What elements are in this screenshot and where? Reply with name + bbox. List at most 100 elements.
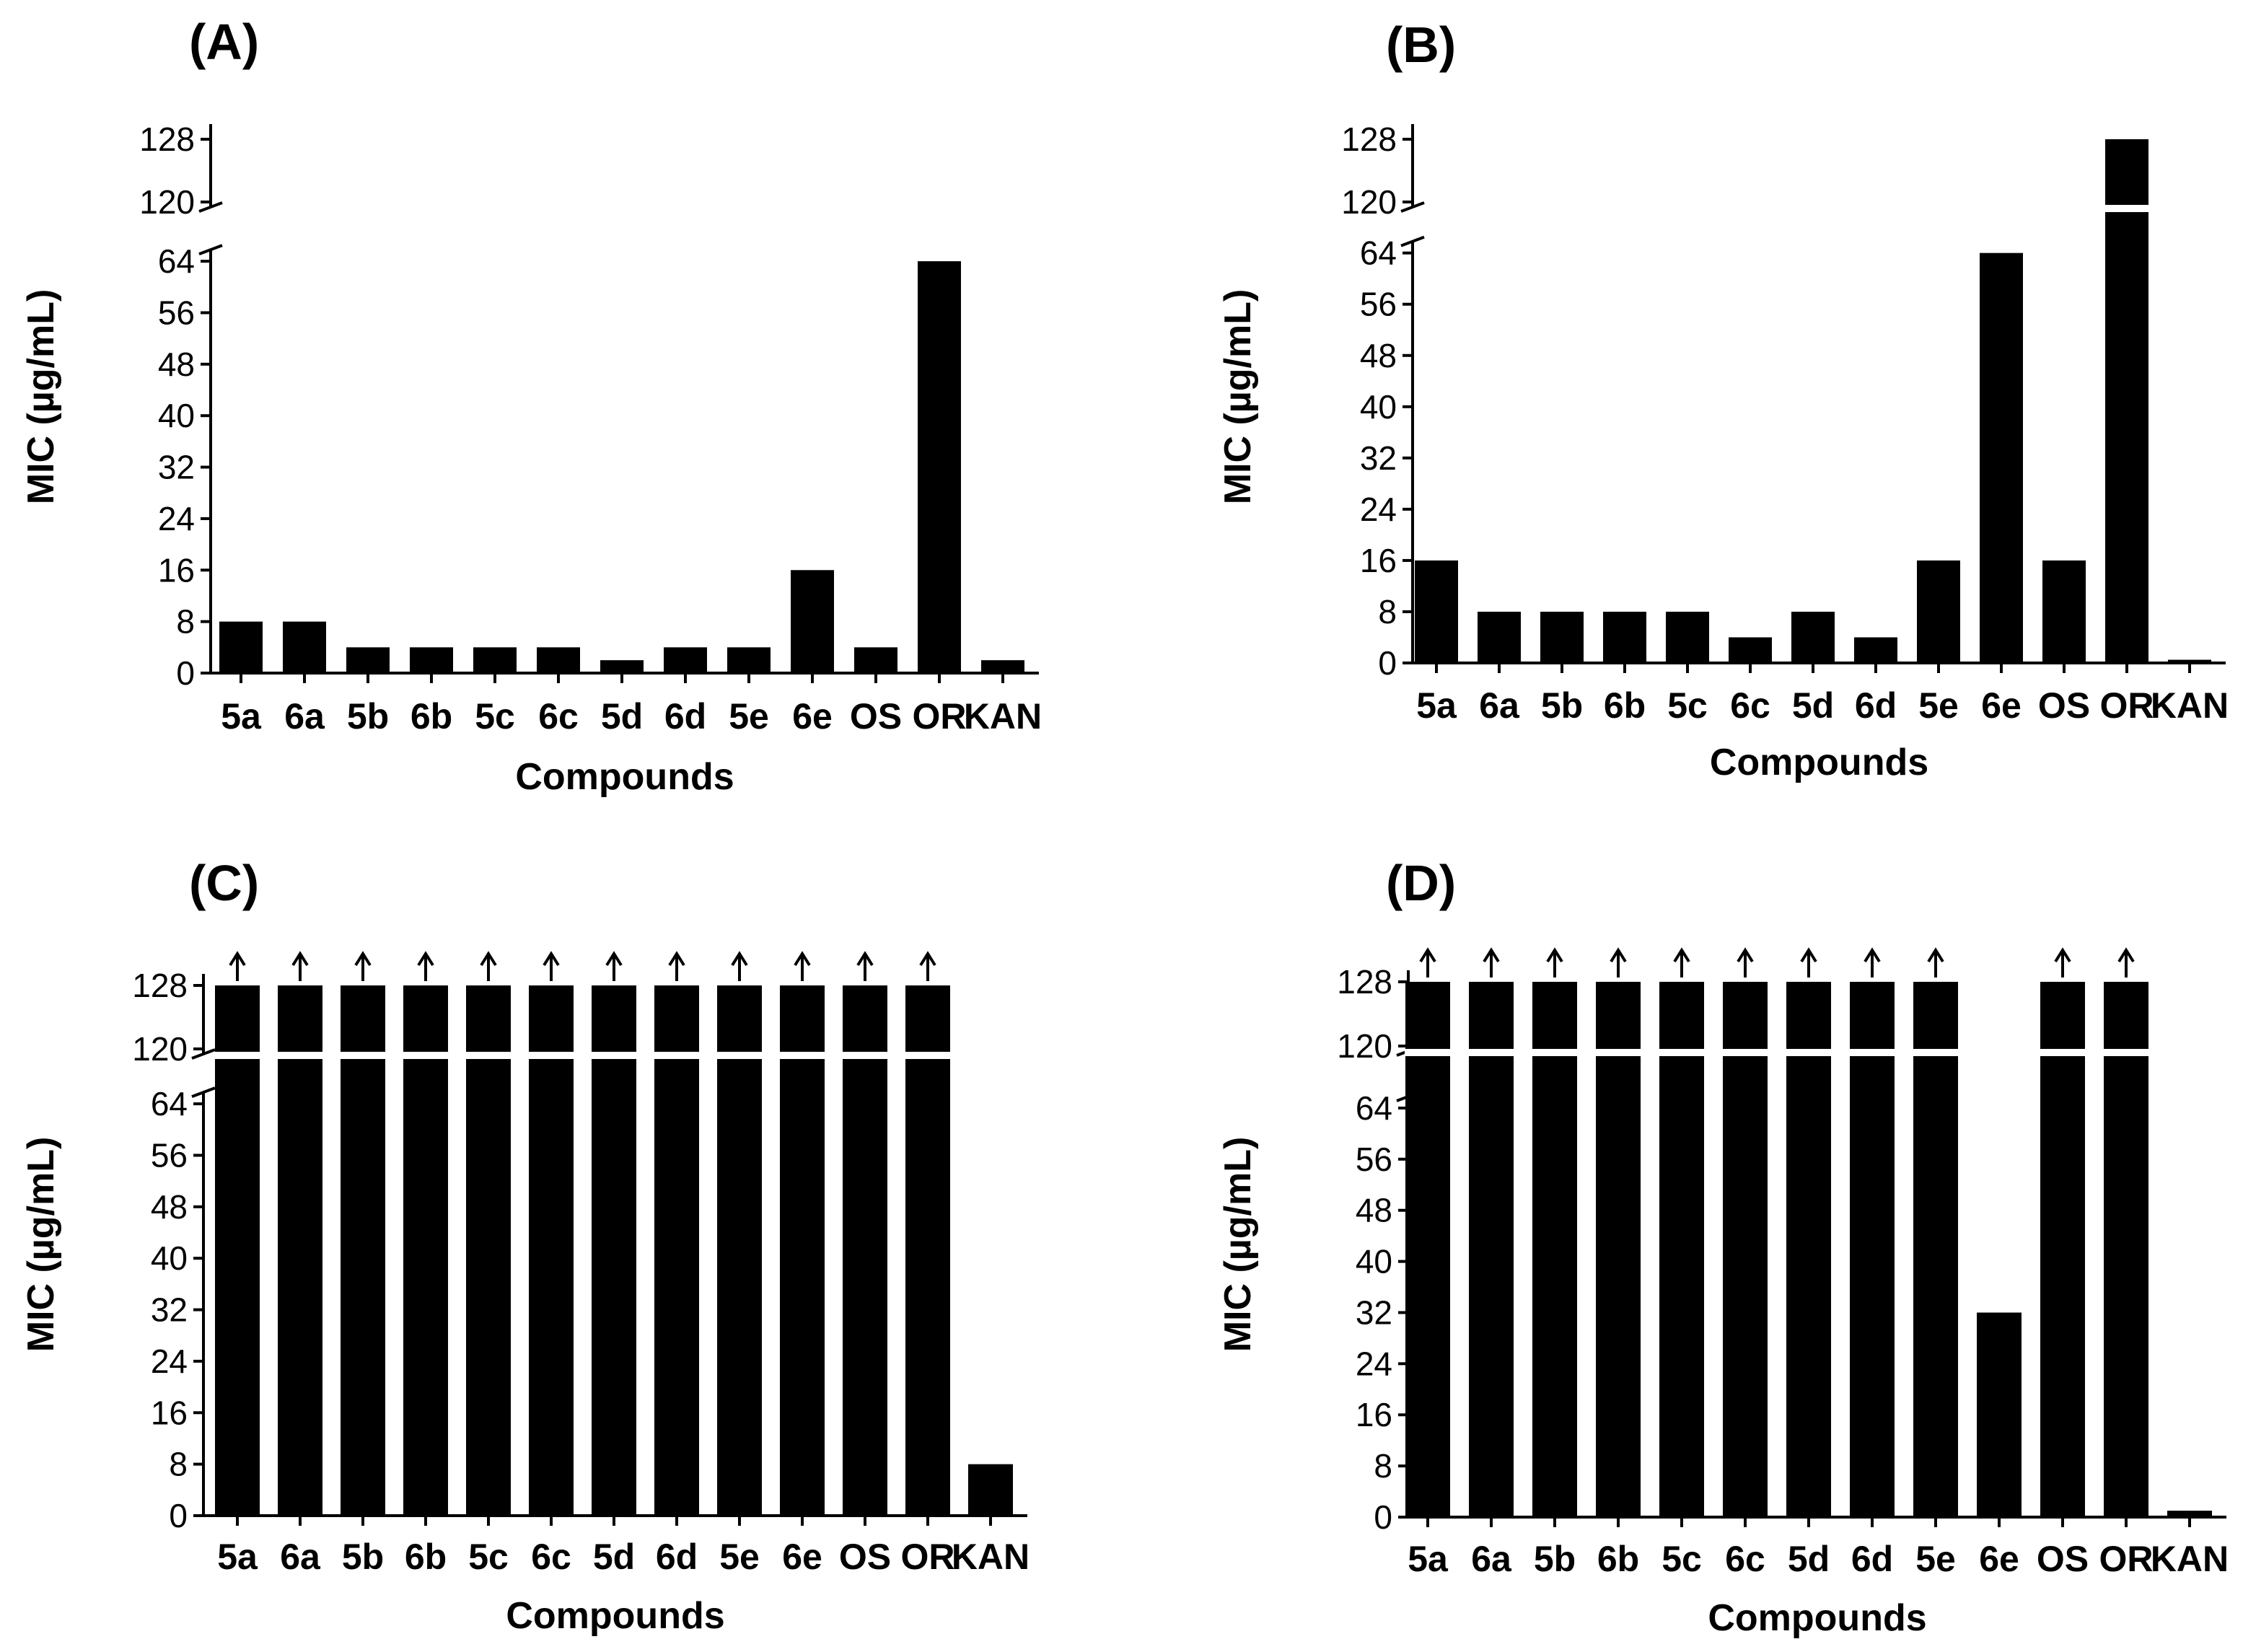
y-tick-label: 128 [132,967,188,1004]
bar [664,647,707,673]
y-tick-label: 120 [1337,1027,1392,1065]
exceeds-arrow-head [1673,947,1690,963]
y-tick-label: 0 [169,1497,188,1534]
panel-d: (D) 0 8 16 24 32 40 48 56 64 120 128 5a 6a 5b 6b 5c 6c 5d 6… [1217,855,2229,1639]
x-tick-label: 6a [1471,1539,1512,1579]
exceeds-arrow-head [1737,947,1754,963]
bar-break-gap [1786,1049,1832,1056]
bar-break-gap [591,1052,637,1059]
bar [2167,1511,2212,1517]
y-tick-label: 40 [1360,388,1397,426]
bar-break-gap [1722,1049,1768,1056]
x-tick-label: 5e [729,696,769,737]
x-tick-label: 5b [1541,685,1583,726]
bar-break-gap [716,1052,763,1059]
x-tick-label: 6b [1597,1539,1639,1579]
bar [981,660,1024,673]
bar [1415,560,1458,663]
exceeds-arrow-head [480,951,497,967]
bar [1478,611,1521,663]
x-tick-label: 6d [656,1537,698,1577]
bar [1850,982,1895,1517]
x-tick-label: OR [913,696,967,737]
x-tick-label: 5c [468,1537,509,1577]
bar [654,985,699,1516]
exceeds-arrow-head [731,951,748,967]
y-tick-label: 56 [151,1136,188,1174]
y-tick-label: 16 [1360,542,1397,579]
bar [1917,560,1960,663]
bar [1603,611,1646,663]
x-tick-label: OS [2038,685,2090,726]
bar [2105,139,2148,663]
x-tick-label: KAN [2151,685,2229,726]
y-axis-title: MIC (µg/mL) [20,289,62,505]
axis-break-mark [191,1048,216,1060]
x-tick-label: KAN [964,696,1042,737]
exceeds-arrow-head [794,951,811,967]
x-axis-title: Compounds [1708,1597,1926,1639]
y-tick-label: 128 [1341,120,1397,158]
panel-label: (C) [189,855,259,911]
bar-break-gap [2104,205,2149,212]
x-tick-label: 5b [347,696,389,737]
bar [1532,982,1577,1517]
bar-break-gap [2040,1049,2086,1056]
x-tick-label: 6a [284,696,325,737]
bar [283,621,326,673]
bar [791,570,834,673]
y-tick-label: 24 [158,500,195,537]
y-tick-label: 64 [158,242,195,280]
exceeds-arrow-head [1864,947,1881,963]
bar [727,647,771,673]
bar [537,647,580,673]
exceeds-arrow-head [1610,947,1627,963]
y-tick-label: 32 [1356,1293,1392,1331]
x-tick-label: 6d [664,696,706,737]
y-tick-label: 64 [151,1085,188,1122]
bar-break-gap [277,1052,323,1059]
axis-break-mark [191,1086,216,1098]
x-tick-label: OS [839,1537,891,1577]
bar [473,647,517,673]
axis-break-mark [198,201,223,213]
x-tick-label: 6e [1979,1539,2019,1579]
bar-break-gap [1468,1049,1514,1056]
y-tick-label: 40 [151,1239,188,1277]
exceeds-arrow-head [417,951,434,967]
bar [219,621,263,673]
x-tick-label: 5d [1788,1539,1830,1579]
y-tick-label: 8 [169,1446,188,1483]
y-axis-title: MIC (µg/mL) [1217,1137,1259,1353]
x-tick-label: 6c [1725,1539,1765,1579]
exceeds-arrow-head [2054,947,2071,963]
x-tick-label: OS [2037,1539,2089,1579]
x-tick-label: 6e [1981,685,2022,726]
y-tick-label: 56 [1356,1141,1392,1178]
x-tick-label: KAN [952,1537,1030,1577]
y-tick-label: 40 [158,397,195,434]
bar [2168,659,2211,663]
x-tick-label: 6a [1479,685,1520,726]
bar [592,985,636,1516]
x-tick-label: 5e [1918,685,1959,726]
x-axis-title: Compounds [506,1595,724,1637]
x-tick-label: OR [901,1537,955,1577]
bar [1791,611,1835,663]
bar [1540,611,1584,663]
y-tick-label: 32 [1360,439,1397,477]
bar-break-gap [528,1052,574,1059]
bar-break-gap [214,1052,260,1059]
bar-break-gap [2103,1049,2149,1056]
y-tick-label: 128 [139,120,195,158]
y-tick-label: 0 [1374,1498,1392,1536]
bar [1729,637,1772,663]
y-tick-label: 0 [1378,644,1397,682]
y-tick-label: 48 [158,346,195,383]
y-tick-label: 128 [1337,963,1392,1001]
bar [1977,1312,2022,1517]
y-tick-label: 16 [158,551,195,589]
axis-break-mark [1400,235,1425,247]
bar [1723,982,1768,1517]
